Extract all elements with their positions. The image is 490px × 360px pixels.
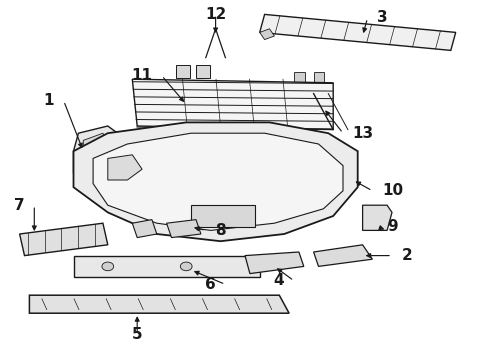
- Text: 6: 6: [205, 277, 216, 292]
- Text: 8: 8: [216, 223, 226, 238]
- Text: 3: 3: [377, 10, 388, 26]
- Text: 10: 10: [382, 183, 403, 198]
- Polygon shape: [74, 256, 260, 277]
- Text: 4: 4: [273, 273, 284, 288]
- Text: 12: 12: [205, 7, 226, 22]
- Bar: [196, 65, 210, 78]
- Polygon shape: [191, 205, 255, 227]
- Bar: [176, 65, 190, 78]
- Text: 11: 11: [131, 68, 152, 83]
- Polygon shape: [260, 29, 274, 40]
- Bar: [294, 72, 305, 83]
- Polygon shape: [20, 223, 108, 256]
- Circle shape: [180, 262, 192, 271]
- Polygon shape: [74, 122, 358, 241]
- Polygon shape: [83, 133, 108, 162]
- Polygon shape: [93, 133, 343, 230]
- Polygon shape: [309, 155, 353, 191]
- Polygon shape: [132, 79, 333, 130]
- Polygon shape: [167, 220, 201, 238]
- Text: 7: 7: [14, 198, 24, 213]
- Bar: [314, 72, 324, 83]
- Circle shape: [102, 262, 114, 271]
- Polygon shape: [29, 295, 289, 313]
- Text: 1: 1: [44, 93, 54, 108]
- Text: 9: 9: [387, 219, 398, 234]
- Text: 13: 13: [353, 126, 374, 141]
- Text: 2: 2: [402, 248, 413, 263]
- Polygon shape: [132, 220, 157, 238]
- Polygon shape: [245, 252, 304, 274]
- Polygon shape: [74, 126, 127, 180]
- Polygon shape: [260, 14, 456, 50]
- Text: 5: 5: [132, 327, 143, 342]
- Polygon shape: [255, 155, 309, 187]
- Polygon shape: [314, 245, 372, 266]
- Polygon shape: [108, 155, 142, 180]
- Polygon shape: [363, 205, 392, 230]
